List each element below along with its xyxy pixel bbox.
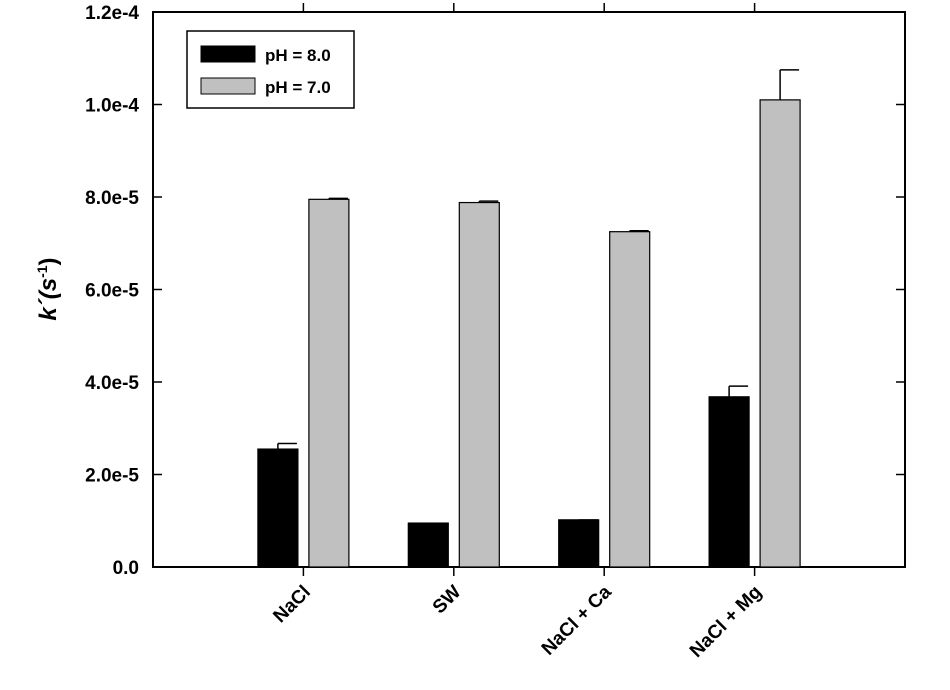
bars-group: [257, 69, 801, 568]
legend-label-ph8: pH = 8.0: [265, 46, 331, 65]
bar-ph8: [708, 396, 750, 568]
y-axis-title: k´(s-1): [34, 257, 62, 320]
bar-ph7: [609, 231, 651, 568]
bar-ph7: [308, 198, 350, 568]
x-category-label: SW: [429, 582, 466, 619]
x-category-label: NaCl + Mg: [686, 582, 766, 662]
y-tick-label: 6.0e-5: [85, 281, 139, 302]
bar-ph8: [257, 448, 299, 568]
x-category-label: NaCl + Ca: [538, 581, 616, 659]
y-tick-label: 8.0e-5: [85, 188, 139, 209]
x-category-label: NaCl: [269, 582, 314, 627]
legend-swatch-ph7: [200, 77, 256, 95]
legend-swatch-ph8: [200, 45, 256, 63]
legend-label-ph7: pH = 7.0: [265, 78, 331, 97]
y-tick-label: 2.0e-5: [85, 466, 139, 487]
y-tick-label: 1.0e-4: [85, 96, 139, 117]
y-tick-label: 4.0e-5: [85, 373, 139, 394]
bar-ph8: [558, 519, 600, 568]
y-axis: 0.0 2.0e-5 4.0e-5 6.0e-5 8.0e-5 1.0e-4 1.2e-4: [85, 3, 905, 579]
y-tick-label: 1.2e-4: [85, 3, 139, 24]
bar-ph7: [759, 99, 801, 568]
bar-ph7: [458, 201, 500, 568]
bar-ph8: [407, 522, 449, 568]
legend-box: [186, 30, 355, 109]
legend: pH = 8.0 pH = 7.0: [186, 30, 355, 109]
y-tick-label: 0.0: [113, 558, 139, 579]
